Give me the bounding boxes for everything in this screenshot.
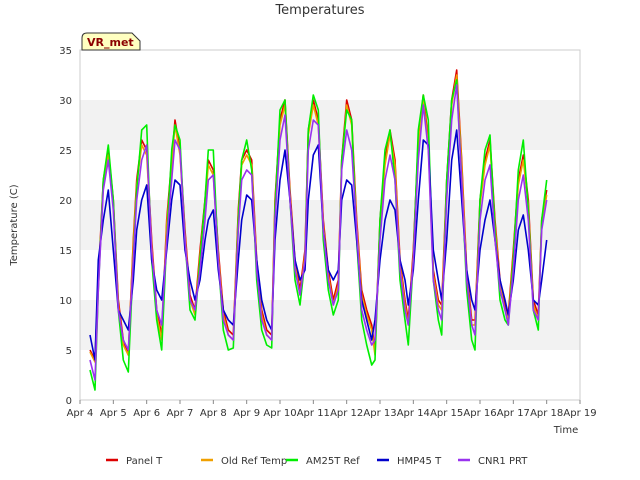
x-tick-label: Apr 12: [330, 408, 363, 419]
x-axis-ticks: Apr 4 Apr 5 Apr 6 Apr 7 Apr 8 Apr 9 Apr 10 Apr …: [67, 400, 597, 419]
series-line-cnr1-prt: [89, 84, 548, 381]
y-axis-label: Temperature (C): [9, 184, 20, 266]
background-bands: [80, 50, 580, 400]
band-4: [80, 150, 580, 200]
y-tick-label: 30: [59, 96, 72, 107]
plot-frame: [79, 49, 581, 401]
legend-label-old-ref-temp: Old Ref Temp: [221, 456, 287, 467]
series-lines: [89, 69, 548, 391]
legend-label-am25t-ref: AM25T Ref: [306, 456, 360, 467]
x-axis-label: Time: [553, 425, 578, 436]
y-tick-label: 25: [59, 146, 72, 157]
x-tick-label: Apr 9: [233, 408, 260, 419]
x-tick-label: Apr 4: [67, 408, 94, 419]
legend-label-panel-t: Panel T: [126, 456, 163, 467]
legend-label-hmp45-t: HMP45 T: [397, 456, 442, 467]
band-5: [80, 100, 580, 150]
y-tick-label: 0: [66, 396, 72, 407]
legend-label-cnr1-prt: CNR1 PRT: [478, 456, 528, 467]
y-tick-label: 5: [66, 346, 72, 357]
site-badge: VR_met: [81, 32, 141, 51]
x-tick-label: Apr 7: [167, 408, 194, 419]
x-tick-label: Apr 8: [200, 408, 227, 419]
x-tick-label: Apr 14: [397, 408, 430, 419]
x-tick-label: Apr 19: [563, 408, 596, 419]
x-tick-label: Apr 5: [100, 408, 127, 419]
x-tick-label: Apr 11: [297, 408, 330, 419]
x-tick-label: Apr 13: [363, 408, 396, 419]
band-0: [80, 350, 580, 400]
x-tick-label: Apr 16: [463, 408, 496, 419]
y-axis-ticks: 0 5 10 15 20 25 30 35: [59, 46, 72, 407]
y-tick-label: 10: [59, 296, 72, 307]
band-3: [80, 200, 580, 250]
x-tick-label: Apr 17: [497, 408, 530, 419]
x-tick-label: Apr 10: [263, 408, 296, 419]
legend: Panel T Old Ref Temp AM25T Ref HMP45 T CNR1 …: [106, 456, 528, 467]
x-tick-label: Apr 15: [430, 408, 463, 419]
site-badge-label: VR_met: [87, 36, 134, 49]
y-tick-label: 20: [59, 196, 72, 207]
y-tick-label: 15: [59, 246, 72, 257]
x-tick-label: Apr 6: [133, 408, 160, 419]
x-tick-label: Apr 18: [530, 408, 563, 419]
chart-title: Temperatures: [274, 3, 364, 18]
band-6: [80, 50, 580, 100]
y-tick-label: 35: [59, 46, 72, 57]
